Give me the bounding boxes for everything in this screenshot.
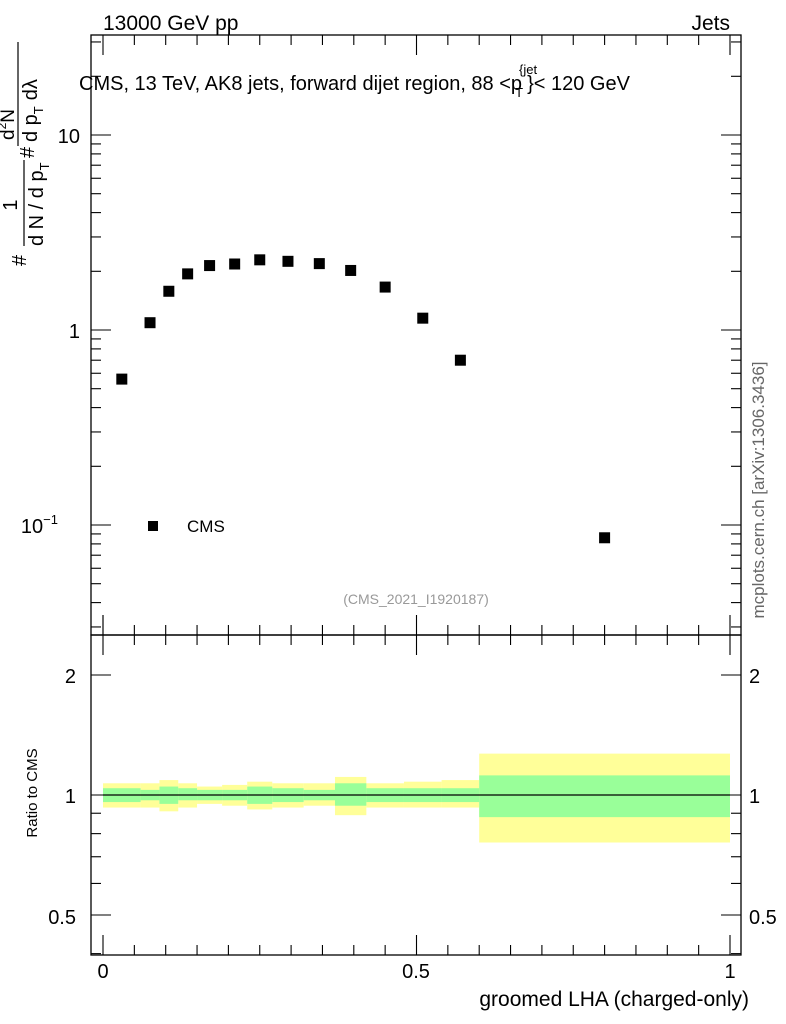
- ratio-ytick-right-2: 2: [749, 666, 760, 688]
- title-prefix: CMS, 13 TeV, AK8 jets, forward dijet reg…: [79, 73, 511, 95]
- ytick-label-0.1: 10−1: [21, 512, 58, 538]
- xtick-label-0: 0: [97, 961, 108, 983]
- data-point-11: [417, 312, 429, 324]
- ylabel-dpt-dl: d pTdλ: [20, 79, 46, 142]
- main-ylabel: # 1 d N / d pT # d2N d pTdλ: [0, 42, 52, 266]
- ratio-plot-frame: [90, 634, 742, 956]
- legend-marker: [148, 521, 158, 531]
- ytick-label-10: 10: [58, 126, 80, 148]
- xtick-label-0.5: 0.5: [402, 961, 430, 983]
- energy-label: 13000 GeV pp: [103, 12, 238, 35]
- ylabel-dn-dpt: d N / d pT: [26, 162, 52, 246]
- data-point-12: [454, 354, 466, 366]
- ratio-ytick-left-1: 1: [65, 786, 76, 808]
- inner-band-bin-3: [178, 788, 198, 801]
- data-point-3: [182, 268, 194, 280]
- data-point-5: [229, 258, 241, 270]
- ytick-label-1: 1: [69, 321, 80, 343]
- ylabel-hash2: #: [17, 146, 39, 158]
- main-plot-panel: CMS, 13 TeV, AK8 jets, forward dijet reg…: [0, 34, 742, 636]
- main-axis-ticks: [91, 35, 741, 635]
- title-sub: T: [515, 85, 523, 100]
- data-point-4: [204, 260, 216, 272]
- data-point-0: [116, 373, 128, 385]
- data-point-7: [282, 255, 294, 267]
- ratio-ytick-left-0.5: 0.5: [48, 907, 76, 929]
- data-point-6: [254, 254, 266, 266]
- title-p: p: [511, 73, 522, 95]
- ratio-xlabel: groomed LHA (charged-only): [479, 988, 749, 1011]
- inner-band-bin-13: [479, 775, 730, 818]
- data-point-2: [163, 285, 175, 297]
- ratio-plot-panel: Ratio to CMS 2 1 0.5 2 1 0.5 0 0.5 1 gro…: [24, 634, 777, 1011]
- ratio-ytick-right-1: 1: [749, 786, 760, 808]
- data-point-9: [345, 264, 357, 276]
- main-title: CMS, 13 TeV, AK8 jets, forward dijet reg…: [79, 62, 631, 100]
- ratio-ylabel: Ratio to CMS: [24, 748, 41, 837]
- main-data-markers: [116, 254, 611, 544]
- legend-label: CMS: [187, 517, 225, 536]
- ratio-ytick-left-2: 2: [65, 666, 76, 688]
- title-suffix: }< 120 GeV: [527, 73, 631, 95]
- data-point-8: [313, 258, 325, 270]
- ylabel-one: 1: [0, 199, 22, 210]
- ratio-uncertainty-bands: [103, 753, 730, 843]
- data-point-13: [599, 532, 611, 544]
- title-sup: {jet: [519, 62, 537, 77]
- ratio-axis-ticks: [91, 635, 741, 955]
- main-plot-frame: [90, 34, 742, 636]
- category-label: Jets: [691, 12, 730, 35]
- analysis-watermark: (CMS_2021_I1920187): [343, 591, 489, 607]
- ylabel-d2n: d2N: [0, 109, 19, 140]
- ylabel-hash1: #: [9, 254, 31, 266]
- data-point-10: [379, 281, 391, 293]
- xtick-label-1: 1: [724, 961, 735, 983]
- ratio-ytick-right-0.5: 0.5: [749, 907, 777, 929]
- side-label: mcplots.cern.ch [arXiv:1306.3436]: [749, 361, 768, 618]
- data-point-1: [144, 317, 156, 329]
